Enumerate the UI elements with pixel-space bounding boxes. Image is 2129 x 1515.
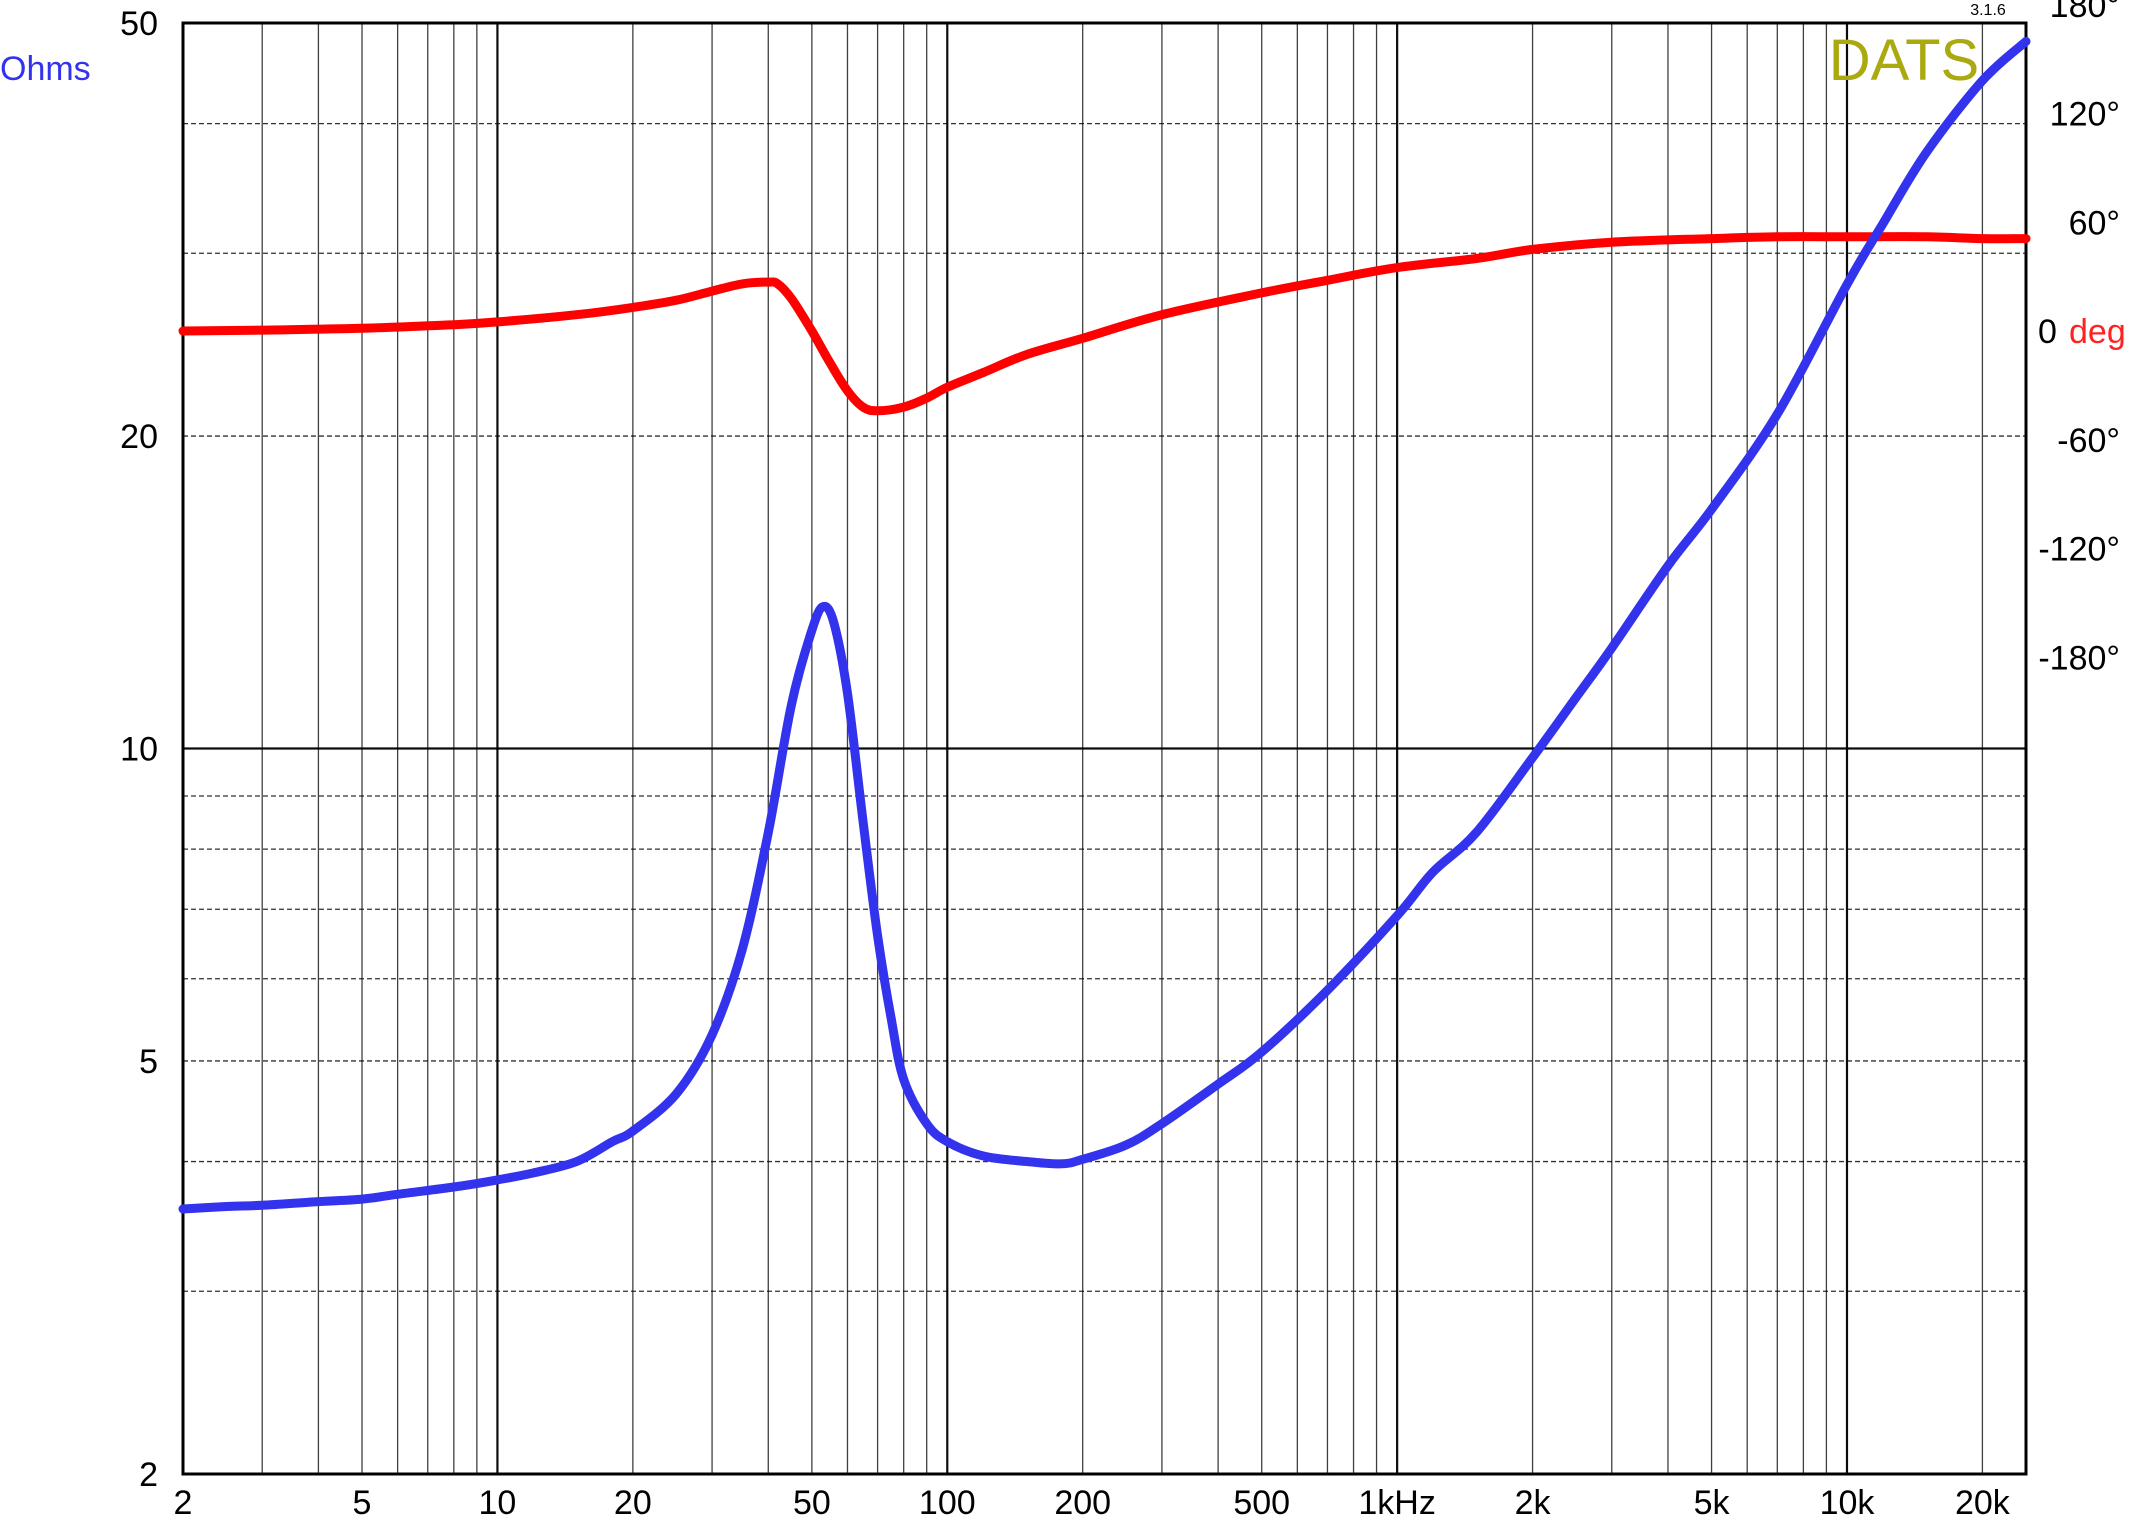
y-left-tick-label: 2 (139, 1456, 158, 1494)
plot-frame (181, 21, 2028, 1476)
y-left-tick-label: 50 (120, 5, 158, 43)
y-right-tick-label: 180° (2050, 0, 2120, 25)
x-tick-label: 20k (1955, 1484, 2011, 1515)
x-tick-label: 10 (479, 1484, 517, 1515)
y-right-tick-label: -60° (2057, 422, 2120, 460)
grid (181, 21, 2028, 1476)
x-tick-label: 20 (614, 1484, 652, 1515)
y-left-axis-title: Ohms (0, 50, 91, 88)
y-left-tick-label: 20 (120, 418, 158, 456)
y-right-tick-label: 120° (2050, 96, 2120, 134)
y-right-axis-title: deg (2069, 313, 2126, 351)
x-tick-label: 5 (353, 1484, 372, 1515)
x-tick-label: 500 (1233, 1484, 1290, 1515)
version-label: 3.1.6 (1970, 2, 2006, 19)
brand-label: DATS (1829, 28, 1979, 93)
curves (178, 36, 2031, 1214)
x-tick-label: 200 (1054, 1484, 1111, 1515)
x-tick-label: 5k (1694, 1484, 1731, 1515)
y-right-tick-label: 60° (2069, 204, 2120, 242)
x-tick-label: 10k (1820, 1484, 1876, 1515)
y-left-tick-label: 10 (120, 731, 158, 769)
y-right-tick-label: -180° (2038, 639, 2120, 677)
y-right-zero-label: 0 (2038, 313, 2057, 351)
phase-curve (178, 232, 2031, 416)
y-right-tick-label: -120° (2038, 531, 2120, 569)
x-tick-label: 50 (793, 1484, 831, 1515)
x-tick-label: 2k (1515, 1484, 1552, 1515)
x-tick-label: 2 (174, 1484, 193, 1515)
impedance-curve (178, 36, 2031, 1214)
x-tick-label: 1kHz (1358, 1484, 1435, 1515)
y-left-tick-label: 5 (139, 1043, 158, 1081)
x-tick-label: 100 (919, 1484, 976, 1515)
